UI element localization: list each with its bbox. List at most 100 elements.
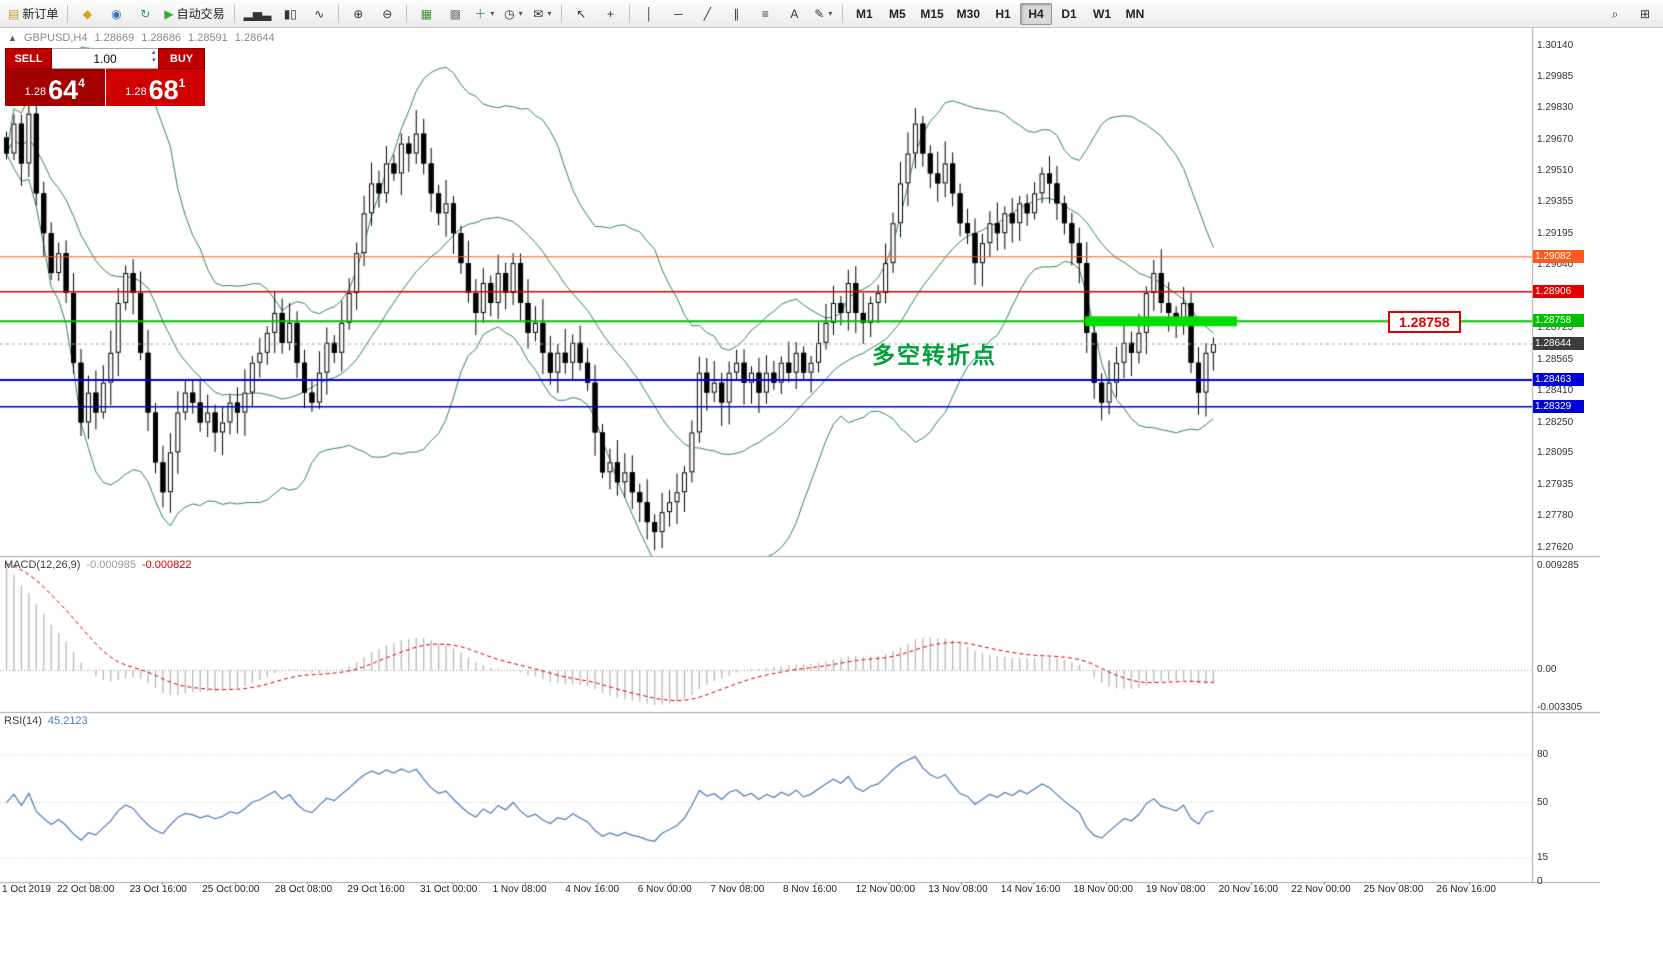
- trendline-tool-button[interactable]: ╱: [693, 2, 721, 26]
- timeframe-h4-button[interactable]: H4: [1020, 2, 1053, 25]
- timeframe-w1-button-label: W1: [1093, 6, 1112, 21]
- timeframe-m15-button-label: M15: [920, 6, 944, 21]
- macd-indicator-label: MACD(12,26,9) -0.000985 -0.000822: [4, 559, 192, 571]
- toolbar-separator: [406, 4, 408, 23]
- line-chart-type-button[interactable]: ∿: [305, 2, 333, 26]
- timeframe-h1-button-label: H1: [995, 6, 1011, 21]
- text-tool-glyph: A: [790, 6, 799, 21]
- cascade-windows-button[interactable]: ▩: [441, 2, 469, 26]
- price-callout-label[interactable]: 1.28758: [1388, 311, 1461, 333]
- toolbar-separator: [629, 4, 631, 23]
- periods-button[interactable]: ◷ ▾: [499, 2, 527, 26]
- trendline-tool-glyph: ╱: [703, 6, 711, 21]
- market-watch-icon-button[interactable]: ◆: [73, 2, 101, 26]
- crosshair-tool-button[interactable]: +: [596, 2, 624, 26]
- collapse-trade-panel-icon[interactable]: ▲: [8, 33, 17, 43]
- timeframe-d1-button[interactable]: D1: [1053, 3, 1085, 25]
- candlestick-chart-type-button[interactable]: ▮▯: [276, 2, 304, 26]
- buy-price-box[interactable]: 1.28 68 1: [105, 69, 205, 106]
- price-axis-tick: 1.28250: [1537, 416, 1574, 428]
- fibonacci-tool-button[interactable]: ≡: [751, 2, 779, 26]
- toolbar-separator: [338, 4, 340, 23]
- symbol-title: GBPUSD,H4: [23, 32, 88, 44]
- time-axis-label: 6 Nov 00:00: [637, 884, 692, 895]
- auto-trading-glyph: ▶: [164, 6, 174, 21]
- timeframe-m5-button[interactable]: M5: [881, 3, 913, 25]
- bar-chart-type-glyph: ▂▅▃: [243, 6, 272, 21]
- horizontal-line-tool-glyph: ─: [674, 6, 683, 21]
- new-order-glyph: ▤: [8, 6, 20, 21]
- time-axis-label: 14 Nov 16:00: [1000, 884, 1061, 895]
- search-icon-button[interactable]: ⌕: [1601, 2, 1629, 26]
- sell-price-box[interactable]: 1.28 64 4: [5, 69, 106, 106]
- timeframe-m1-button[interactable]: M1: [848, 3, 880, 25]
- timeframe-m5-button-label: M5: [888, 6, 906, 21]
- horizontal-line-tool-button[interactable]: ─: [664, 2, 692, 26]
- price-axis-tick: 1.29670: [1537, 133, 1574, 145]
- one-click-trading-panel: SELL 1.00 ▴ ▾ BUY 1.28 64 4 1.28 68 1: [5, 48, 205, 106]
- sell-button[interactable]: SELL: [5, 48, 52, 69]
- buy-button[interactable]: BUY: [158, 48, 205, 69]
- vertical-line-tool-button[interactable]: │: [635, 2, 663, 26]
- timeframe-h1-button[interactable]: H1: [987, 3, 1019, 25]
- candlestick-chart-type-glyph: ▮▯: [283, 6, 297, 21]
- timeframe-h4-button-label: H4: [1028, 6, 1044, 21]
- timeframe-mn-button[interactable]: MN: [1119, 3, 1151, 25]
- bar-chart-type-button[interactable]: ▂▅▃: [240, 2, 276, 26]
- templates-button[interactable]: ✉ ▾: [528, 2, 556, 26]
- time-axis-label: 18 Nov 00:00: [1073, 884, 1133, 895]
- time-axis-label: 8 Nov 16:00: [783, 884, 837, 895]
- cursor-tool-button[interactable]: ↖: [567, 2, 595, 26]
- cursor-tool-glyph: ↖: [576, 6, 587, 21]
- arrows-tool-button[interactable]: ✎ ▾: [809, 2, 837, 26]
- auto-trading-button[interactable]: ▶ 自动交易: [160, 2, 228, 26]
- sell-price-sup: 4: [78, 76, 85, 90]
- volume-field[interactable]: 1.00 ▴ ▾: [52, 48, 158, 69]
- new-order-button[interactable]: ▤ 新订单: [4, 2, 62, 26]
- dropdown-arrow-icon: ▾: [518, 9, 523, 18]
- macd-name: MACD(12,26,9): [4, 559, 81, 571]
- crosshair-tool-glyph: +: [606, 6, 614, 21]
- data-window-icon-button[interactable]: ◉: [102, 2, 130, 26]
- price-chart-canvas[interactable]: [0, 28, 1663, 954]
- dropdown-arrow-icon: ▾: [547, 9, 552, 18]
- templates-glyph: ✉: [533, 6, 544, 21]
- sell-price-big: 64: [48, 75, 79, 106]
- text-tool-button[interactable]: A: [780, 2, 808, 26]
- fibonacci-tool-glyph: ≡: [761, 6, 769, 21]
- time-axis-label: 22 Nov 00:00: [1291, 884, 1351, 895]
- time-axis-label: 19 Nov 08:00: [1146, 884, 1206, 895]
- macd-axis-tick: 0.00: [1537, 664, 1557, 676]
- price-axis-tick: 1.27935: [1537, 479, 1574, 491]
- time-axis-label: 25 Oct 00:00: [202, 884, 260, 895]
- timeframe-m1-button-label: M1: [855, 6, 873, 21]
- volume-down-icon[interactable]: ▾: [151, 57, 155, 65]
- new-order-button-label: 新订单: [22, 7, 59, 21]
- sell-price-small: 1.28: [24, 86, 47, 98]
- refresh-icon-button[interactable]: ↻: [131, 2, 159, 26]
- price-axis-tick: 1.29355: [1537, 196, 1574, 208]
- time-axis-label: 23 Oct 16:00: [129, 884, 187, 895]
- zoom-out-button[interactable]: ⊖: [373, 2, 401, 26]
- macd-main-value: -0.000985: [86, 559, 136, 571]
- chart-annotation-text[interactable]: 多空转折点: [872, 342, 997, 368]
- time-axis-label: 1 Nov 08:00: [492, 884, 547, 895]
- price-axis-tick: 1.29195: [1537, 228, 1574, 240]
- zoom-in-button[interactable]: ⊕: [344, 2, 372, 26]
- price-axis-tag: 1.28644: [1533, 337, 1584, 350]
- time-axis-label: 13 Nov 08:00: [928, 884, 988, 895]
- indicators-button[interactable]: ＋ ▾: [470, 2, 498, 26]
- time-axis-label: 12 Nov 00:00: [855, 884, 916, 895]
- ohlc-open: 1.28669: [94, 32, 135, 44]
- chart-shift-button[interactable]: ⊞: [1631, 2, 1659, 26]
- timeframe-w1-button[interactable]: W1: [1086, 3, 1118, 25]
- timeframe-m15-button[interactable]: M15: [914, 3, 949, 25]
- time-axis-label: 29 Oct 16:00: [347, 884, 405, 895]
- channel-tool-button[interactable]: ∥: [722, 2, 750, 26]
- buy-price-small: 1.28: [125, 86, 147, 98]
- channel-tool-glyph: ∥: [733, 6, 740, 21]
- timeframe-m30-button[interactable]: M30: [951, 3, 986, 25]
- tile-windows-button[interactable]: ▦: [412, 2, 440, 26]
- volume-up-icon[interactable]: ▴: [151, 49, 155, 56]
